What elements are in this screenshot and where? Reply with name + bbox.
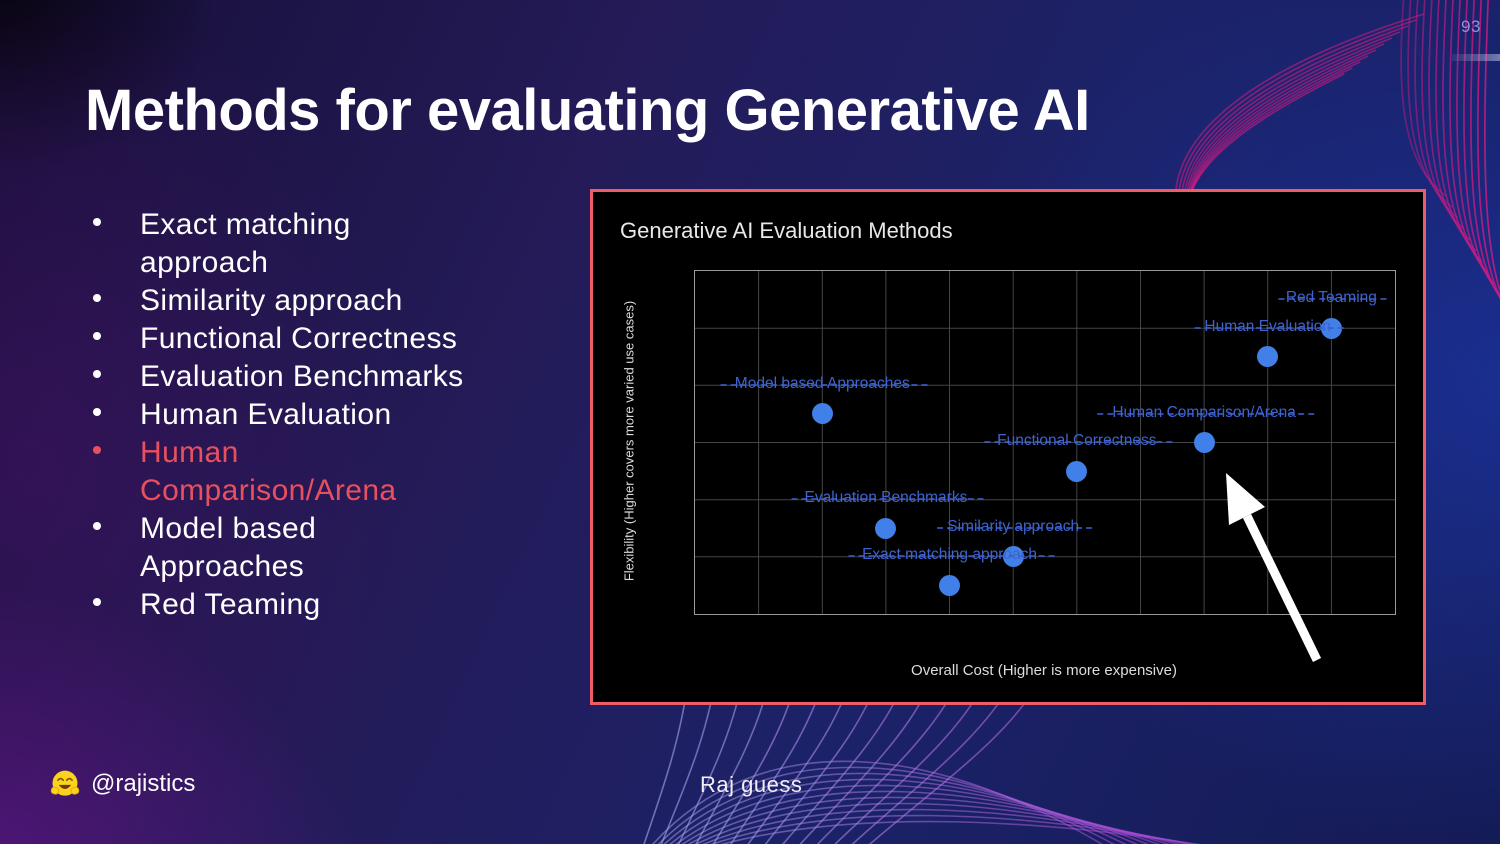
purple-net-waves [643,681,1201,844]
bullet-dot [85,320,140,358]
data-point [811,403,833,425]
slide-title: Methods for evaluating Generative AI [85,78,1090,143]
bullet-text: Functional Correctness [140,322,458,355]
data-point-label: Functional Correctness [984,432,1173,450]
bullet-text: Human Comparison/Arena [140,436,397,507]
hugging-face-icon [50,770,80,796]
data-point [1066,460,1088,482]
data-point-label: Human Comparison/Arena [1097,403,1314,421]
chart-plot-area: Exact matching approach Similarity approa… [694,270,1396,615]
bullet-item: Exact matching approach [85,206,575,282]
data-point-label: Evaluation Benchmarks [791,489,984,507]
bullet-item: Evaluation Benchmarks [85,358,575,396]
chart-panel: Generative AI Evaluation Methods Flexibi… [590,189,1426,705]
bullet-dot [85,586,140,624]
bullet-list: Exact matching approach Similarity approa… [85,206,575,624]
chart-title: Generative AI Evaluation Methods [620,218,953,243]
data-point-label: Similarity approach [936,517,1093,535]
bullet-item: Red Teaming [85,586,575,624]
data-point-label: Exact matching approach [848,546,1055,564]
bullet-item: Human Comparison/Arena [85,434,575,510]
bullet-dot [85,434,140,510]
chart-y-axis-label: Flexibility (Higher covers more varied u… [621,300,637,582]
bullet-dot [85,510,140,586]
data-point [1193,432,1215,453]
page-number: 93 [1461,17,1481,36]
data-point-label: Red Teaming [1278,289,1387,307]
data-point-label: Human Evaluation [1194,317,1344,335]
bullet-dot [85,282,140,320]
bullet-text: Red Teaming [140,588,321,621]
bullet-dot [85,358,140,396]
author-handle: @rajistics [50,769,195,799]
credit-text: Raj guess [700,772,803,797]
author-handle-text: @rajistics [91,770,196,797]
bullet-dot [85,396,140,434]
bullet-text: Model based Approaches [140,512,317,583]
progress-indicator [1452,54,1500,61]
bullet-item: Similarity approach [85,282,575,320]
bullet-dot [85,206,140,282]
bullet-item: Functional Correctness [85,320,575,358]
data-point-label: Model based Approaches [720,374,928,392]
data-point [1257,346,1279,368]
data-point [875,517,897,539]
bullet-text: Evaluation Benchmarks [140,360,464,393]
bullet-item: Human Evaluation [85,396,575,434]
bullet-item: Model based Approaches [85,510,575,586]
data-point [939,574,961,596]
bullet-text: Similarity approach [140,284,403,317]
bullet-text: Human Evaluation [140,398,392,431]
bullet-text: Exact matching approach [140,208,351,279]
chart-x-axis-label: Overall Cost (Higher is more expensive) [911,662,1177,679]
